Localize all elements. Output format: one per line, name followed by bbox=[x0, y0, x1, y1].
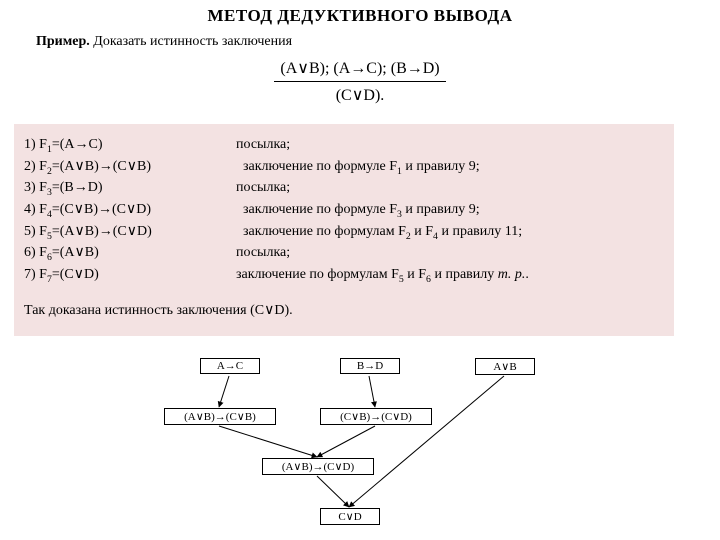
proof-row: 6) F6=(A∨B)посылка; bbox=[24, 242, 664, 264]
example-line: Пример. Доказать истинность заключения bbox=[36, 34, 292, 50]
diagram-edge bbox=[349, 376, 504, 507]
proof-reason: заключение по формуле F1 и правилу 9; bbox=[236, 156, 664, 178]
proof-row: 3) F3=(B→D)посылка; bbox=[24, 177, 664, 199]
proof-formula: 3) F3=(B→D) bbox=[24, 177, 236, 199]
diagram-node: (A∨B)→(C∨D) bbox=[262, 458, 374, 475]
proof-formula: 6) F6=(A∨B) bbox=[24, 242, 236, 264]
derivation-diagram: A→C B→D A∨B (A∨B)→(C∨B) (C∨B)→(C∨D) (A∨B)→(C∨… bbox=[0, 350, 720, 540]
diagram-node: A→C bbox=[200, 358, 260, 374]
diagram-node: (C∨B)→(C∨D) bbox=[320, 408, 432, 425]
diagram-node: B→D bbox=[340, 358, 400, 374]
proof-formula: 1) F1=(A→C) bbox=[24, 134, 236, 156]
page-title: МЕТОД ДЕДУКТИВНОГО ВЫВОДА bbox=[0, 6, 720, 26]
proof-reason: заключение по формулам F5 и F6 и правилу… bbox=[236, 264, 664, 286]
diagram-edge bbox=[369, 376, 375, 407]
example-text: Доказать истинность заключения bbox=[90, 34, 292, 49]
proof-formula: 2) F2=(A∨B)→(C∨B) bbox=[24, 156, 236, 178]
proof-footer: Так доказана истинность заключения (C∨D)… bbox=[24, 300, 664, 322]
example-prefix: Пример. bbox=[36, 34, 90, 49]
proof-row: 7) F7=(C∨D)заключение по формулам F5 и F… bbox=[24, 264, 664, 286]
proof-formula: 4) F4=(C∨B)→(C∨D) bbox=[24, 199, 236, 221]
proof-formula: 7) F7=(C∨D) bbox=[24, 264, 236, 286]
inference-rule: (A∨B); (A→C); (B→D) (C∨D). bbox=[0, 58, 720, 105]
proof-reason: посылка; bbox=[236, 177, 664, 199]
diagram-node: (A∨B)→(C∨B) bbox=[164, 408, 276, 425]
proof-reason: посылка; bbox=[236, 242, 664, 264]
proof-rows: 1) F1=(A→C)посылка;2) F2=(A∨B)→(C∨B) зак… bbox=[24, 134, 664, 286]
diagram-node: C∨D bbox=[320, 508, 380, 525]
proof-row: 4) F4=(C∨B)→(C∨D) заключение по формуле … bbox=[24, 199, 664, 221]
diagram-edge bbox=[219, 426, 317, 457]
diagram-edge bbox=[219, 376, 229, 407]
proof-reason: посылка; bbox=[236, 134, 664, 156]
proof-box: 1) F1=(A→C)посылка;2) F2=(A∨B)→(C∨B) зак… bbox=[14, 124, 674, 336]
inference-premises: (A∨B); (A→C); (B→D) bbox=[274, 58, 445, 82]
proof-reason: заключение по формуле F3 и правилу 9; bbox=[236, 199, 664, 221]
diagram-edge bbox=[317, 476, 349, 507]
proof-reason: заключение по формулам F2 и F4 и правилу… bbox=[236, 221, 664, 243]
proof-row: 2) F2=(A∨B)→(C∨B) заключение по формуле … bbox=[24, 156, 664, 178]
proof-row: 5) F5=(A∨B)→(C∨D) заключение по формулам… bbox=[24, 221, 664, 243]
proof-row: 1) F1=(A→C)посылка; bbox=[24, 134, 664, 156]
inference-conclusion: (C∨D). bbox=[0, 85, 720, 105]
diagram-node: A∨B bbox=[475, 358, 535, 375]
page: МЕТОД ДЕДУКТИВНОГО ВЫВОДА Пример. Доказа… bbox=[0, 0, 720, 540]
diagram-edge bbox=[317, 426, 375, 457]
proof-formula: 5) F5=(A∨B)→(C∨D) bbox=[24, 221, 236, 243]
